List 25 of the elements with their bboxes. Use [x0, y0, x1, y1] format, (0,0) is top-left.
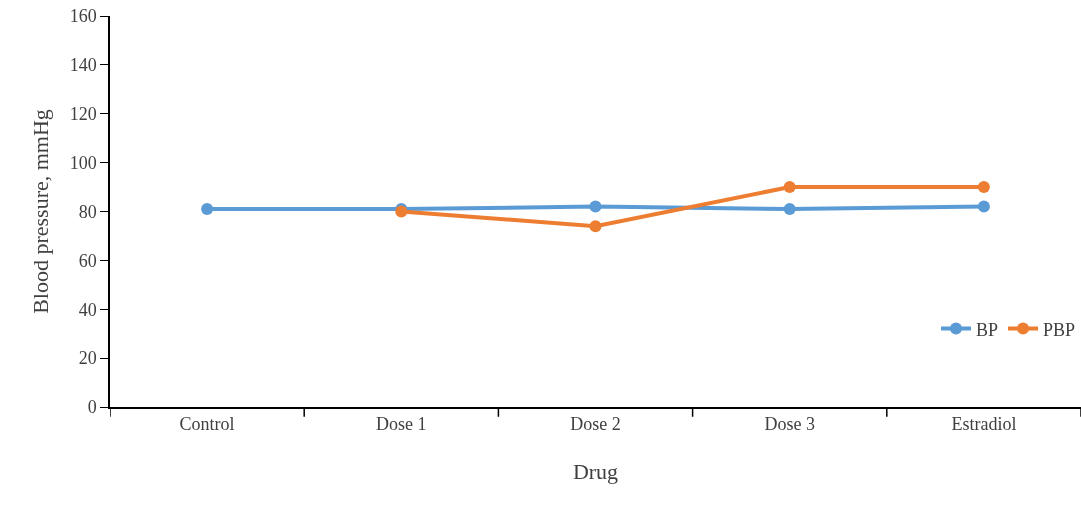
y-tick-label: 0: [87, 397, 97, 418]
x-tick-label: Dose 1: [376, 414, 427, 435]
point: [977, 200, 990, 213]
y-tick-label: 80: [78, 201, 97, 222]
y-tick-label: 120: [69, 104, 97, 125]
point: [589, 200, 602, 213]
point: [783, 181, 796, 194]
point: [783, 203, 796, 216]
y-tick-label: 40: [78, 299, 97, 320]
y-tick-label: 20: [78, 348, 97, 369]
point: [977, 181, 990, 194]
x-tick-label: Control: [179, 414, 235, 435]
y-tick-label: 160: [69, 6, 97, 27]
legend-label: BP: [976, 319, 999, 340]
y-tick-label: 140: [69, 55, 97, 76]
y-tick-label: 60: [78, 250, 97, 271]
x-tick-label: Dose 3: [764, 414, 815, 435]
y-axis-title: Blood pressure, mmHg: [27, 109, 53, 314]
x-tick-label: Dose 2: [570, 414, 621, 435]
x-tick-label: Estradiol: [951, 414, 1017, 435]
x-axis-title: Drug: [572, 458, 619, 484]
y-tick-label: 100: [69, 152, 97, 173]
point: [201, 203, 214, 216]
legend-label: PBP: [1043, 319, 1076, 340]
point: [589, 220, 602, 233]
